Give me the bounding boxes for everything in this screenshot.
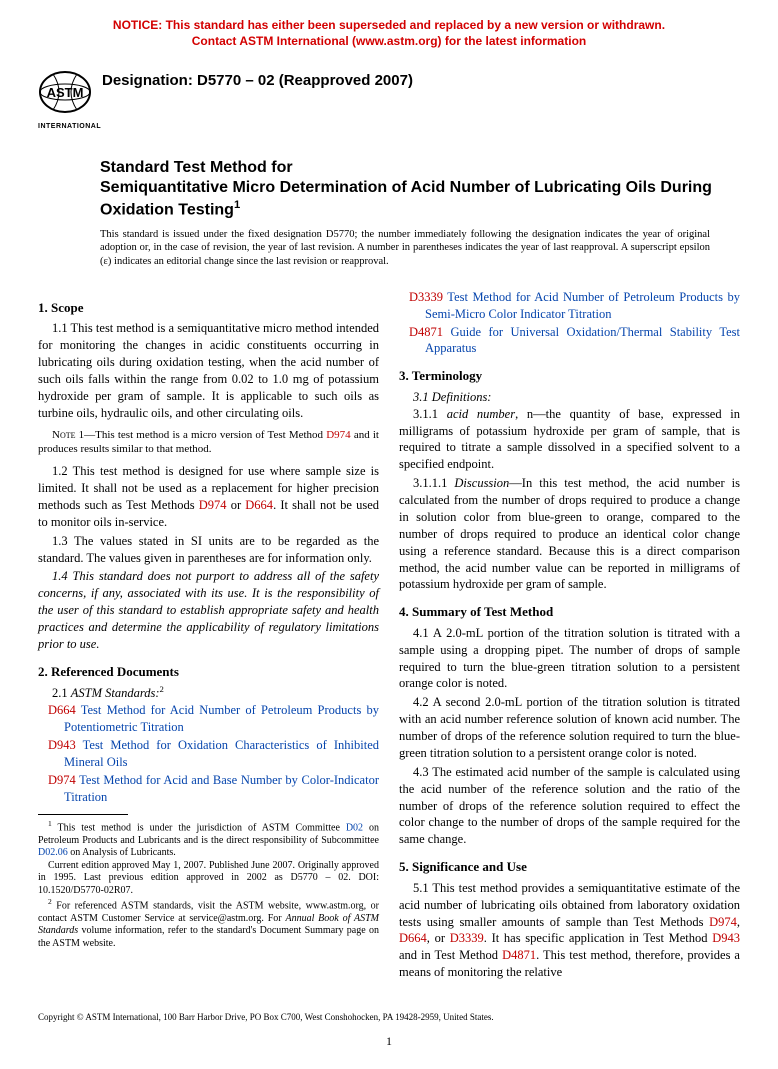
section-3-head: 3. Terminology (399, 367, 740, 385)
column-right: D3339 Test Method for Acid Number of Pet… (399, 289, 740, 983)
s311a: 3.1.1 (413, 407, 447, 421)
term-discussion: Discussion (454, 476, 509, 490)
designation: Designation: D5770 – 02 (Reapproved 2007… (102, 65, 413, 91)
ref-d974-code[interactable]: D974 (48, 773, 76, 787)
p12mid: or (227, 498, 246, 512)
section-4-3: 4.3 The estimated acid number of the sam… (399, 764, 740, 848)
fn2c: volume information, refer to the standar… (38, 925, 379, 949)
link-d943-51[interactable]: D943 (712, 931, 740, 945)
link-d664-51[interactable]: D664 (399, 931, 427, 945)
link-d0206[interactable]: D02.06 (38, 847, 68, 858)
s51s2: , or (427, 931, 450, 945)
ref-d974-title[interactable]: Test Method for Acid and Base Number by … (64, 773, 379, 804)
link-d974-note[interactable]: D974 (326, 429, 350, 441)
notice-line1: NOTICE: This standard has either been su… (113, 18, 665, 32)
ref-d3339: D3339 Test Method for Acid Number of Pet… (399, 289, 740, 323)
title-line1: Standard Test Method for (100, 159, 293, 176)
ref-d943: D943 Test Method for Oxidation Character… (38, 737, 379, 771)
section-1-3: 1.3 The values stated in SI units are to… (38, 533, 379, 567)
notice-banner: NOTICE: This standard has either been su… (38, 18, 740, 49)
section-3-1-1-1: 3.1.1.1 Discussion—In this test method, … (399, 475, 740, 593)
note-text-a: This test method is a micro version of T… (95, 429, 326, 441)
section-3-1: 3.1 Definitions: (399, 389, 740, 406)
s51s1: , (737, 915, 740, 929)
note-1: Note 1—This test method is a micro versi… (38, 428, 379, 458)
footnote-1: 1 This test method is under the jurisdic… (38, 819, 379, 860)
section-4-2: 4.2 A second 2.0-mL portion of the titra… (399, 694, 740, 762)
svg-text:ASTM: ASTM (47, 85, 84, 100)
section-1-head: 1. Scope (38, 299, 379, 317)
copyright: Copyright © ASTM International, 100 Barr… (38, 1011, 740, 1023)
section-4-1: 4.1 A 2.0-mL portion of the titration so… (399, 625, 740, 693)
section-4-head: 4. Summary of Test Method (399, 603, 740, 621)
link-d974-51[interactable]: D974 (709, 915, 737, 929)
body-columns: 1. Scope 1.1 This test method is a semiq… (38, 289, 740, 983)
note-lead: Note 1— (52, 429, 95, 441)
document-title: Standard Test Method for Semiquantitativ… (100, 158, 740, 220)
ref-d943-code[interactable]: D943 (48, 738, 76, 752)
ref-d943-title[interactable]: Test Method for Oxidation Characteristic… (64, 738, 379, 769)
s21b: ASTM Standards: (71, 687, 160, 701)
header-row: ASTM INTERNATIONAL Designation: D5770 – … (38, 65, 740, 131)
column-left: 1. Scope 1.1 This test method is a semiq… (38, 289, 379, 983)
astm-logo: ASTM INTERNATIONAL (38, 65, 92, 131)
title-line2: Semiquantitative Micro Determination of … (100, 179, 712, 218)
section-5-head: 5. Significance and Use (399, 858, 740, 876)
page-number: 1 (38, 1033, 740, 1049)
fn1c: on Analysis of Lubricants. (68, 847, 176, 858)
title-footnote-ref: 1 (234, 199, 240, 211)
section-2-head: 2. Referenced Documents (38, 663, 379, 681)
s51s3: and in Test Method (399, 948, 502, 962)
section-1-4: 1.4 This standard does not purport to ad… (38, 568, 379, 652)
ref-d3339-code[interactable]: D3339 (409, 290, 443, 304)
ref-d664: D664 Test Method for Acid Number of Petr… (38, 702, 379, 736)
s51a: 5.1 This test method provides a semiquan… (399, 881, 740, 929)
term-acid-number: acid number (447, 407, 515, 421)
astm-logo-icon: ASTM (38, 65, 92, 119)
link-d664-12[interactable]: D664 (245, 498, 273, 512)
link-d3339-51[interactable]: D3339 (450, 931, 484, 945)
s51b: . It has specific application in Test Me… (484, 931, 712, 945)
section-3-1-1: 3.1.1 acid number, n—the quantity of bas… (399, 406, 740, 474)
ref-d4871-code[interactable]: D4871 (409, 325, 443, 339)
s3111a: 3.1.1.1 (413, 476, 454, 490)
link-d02[interactable]: D02 (346, 822, 363, 833)
notice-line2: Contact ASTM International (www.astm.org… (192, 34, 586, 48)
ref-d4871-title[interactable]: Guide for Universal Oxidation/Thermal St… (425, 325, 740, 356)
title-block: Standard Test Method for Semiquantitativ… (38, 158, 740, 220)
ref-d4871: D4871 Guide for Universal Oxidation/Ther… (399, 324, 740, 358)
link-d4871-51[interactable]: D4871 (502, 948, 536, 962)
s3111b: —In this test method, the acid number is… (399, 476, 740, 591)
footnote-1b: Current edition approved May 1, 2007. Pu… (38, 860, 379, 898)
section-5-1: 5.1 This test method provides a semiquan… (399, 880, 740, 981)
s21a: 2.1 (52, 687, 71, 701)
ref-d974: D974 Test Method for Acid and Base Numbe… (38, 772, 379, 806)
page: NOTICE: This standard has either been su… (0, 0, 778, 1069)
logo-subtext: INTERNATIONAL (38, 122, 92, 131)
link-d974-12[interactable]: D974 (199, 498, 227, 512)
fn2-ref: 2 (160, 684, 164, 694)
section-2-1: 2.1 ASTM Standards:2 (38, 684, 379, 702)
fn1a: This test method is under the jurisdicti… (52, 822, 346, 833)
ref-d3339-title[interactable]: Test Method for Acid Number of Petroleum… (425, 290, 740, 321)
issued-note: This standard is issued under the fixed … (38, 228, 740, 269)
footnote-2: 2 For referenced ASTM standards, visit t… (38, 897, 379, 950)
section-1-1: 1.1 This test method is a semiquantitati… (38, 320, 379, 421)
ref-d664-title[interactable]: Test Method for Acid Number of Petroleum… (64, 703, 379, 734)
section-1-2: 1.2 This test method is designed for use… (38, 463, 379, 531)
footnote-divider (38, 814, 128, 815)
ref-d664-code[interactable]: D664 (48, 703, 76, 717)
